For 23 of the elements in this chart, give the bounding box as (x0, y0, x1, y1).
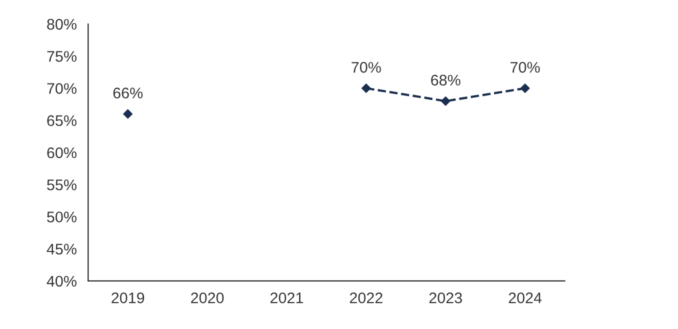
y-tick-label: 80% (47, 18, 76, 30)
y-tick-label: 60% (47, 147, 76, 158)
data-label: 70% (510, 62, 540, 73)
point (362, 84, 371, 93)
point (440, 96, 450, 106)
y-tick-label: 75% (47, 51, 76, 62)
x-tick-label: 2022 (350, 292, 382, 304)
y-tick-label: 40% (46, 276, 76, 287)
data-label: 70% (352, 62, 381, 73)
data-label: 68% (431, 74, 460, 86)
y-tick-label: 45% (46, 244, 76, 255)
data-label: 66% (113, 88, 143, 98)
y-tick-label: 50% (47, 212, 76, 222)
y-tick-label: 70% (47, 83, 76, 94)
x-tick-label: 2024 (508, 292, 542, 304)
y-tick-label: 65% (47, 115, 76, 126)
point (520, 84, 530, 93)
point (123, 109, 132, 119)
x-tick-label: 2021 (270, 292, 303, 304)
x-tick-label: 2020 (191, 292, 224, 304)
x-tick-label: 2023 (429, 292, 462, 304)
x-tick-label: 2019 (112, 292, 144, 304)
y-tick-label: 55% (47, 180, 76, 190)
